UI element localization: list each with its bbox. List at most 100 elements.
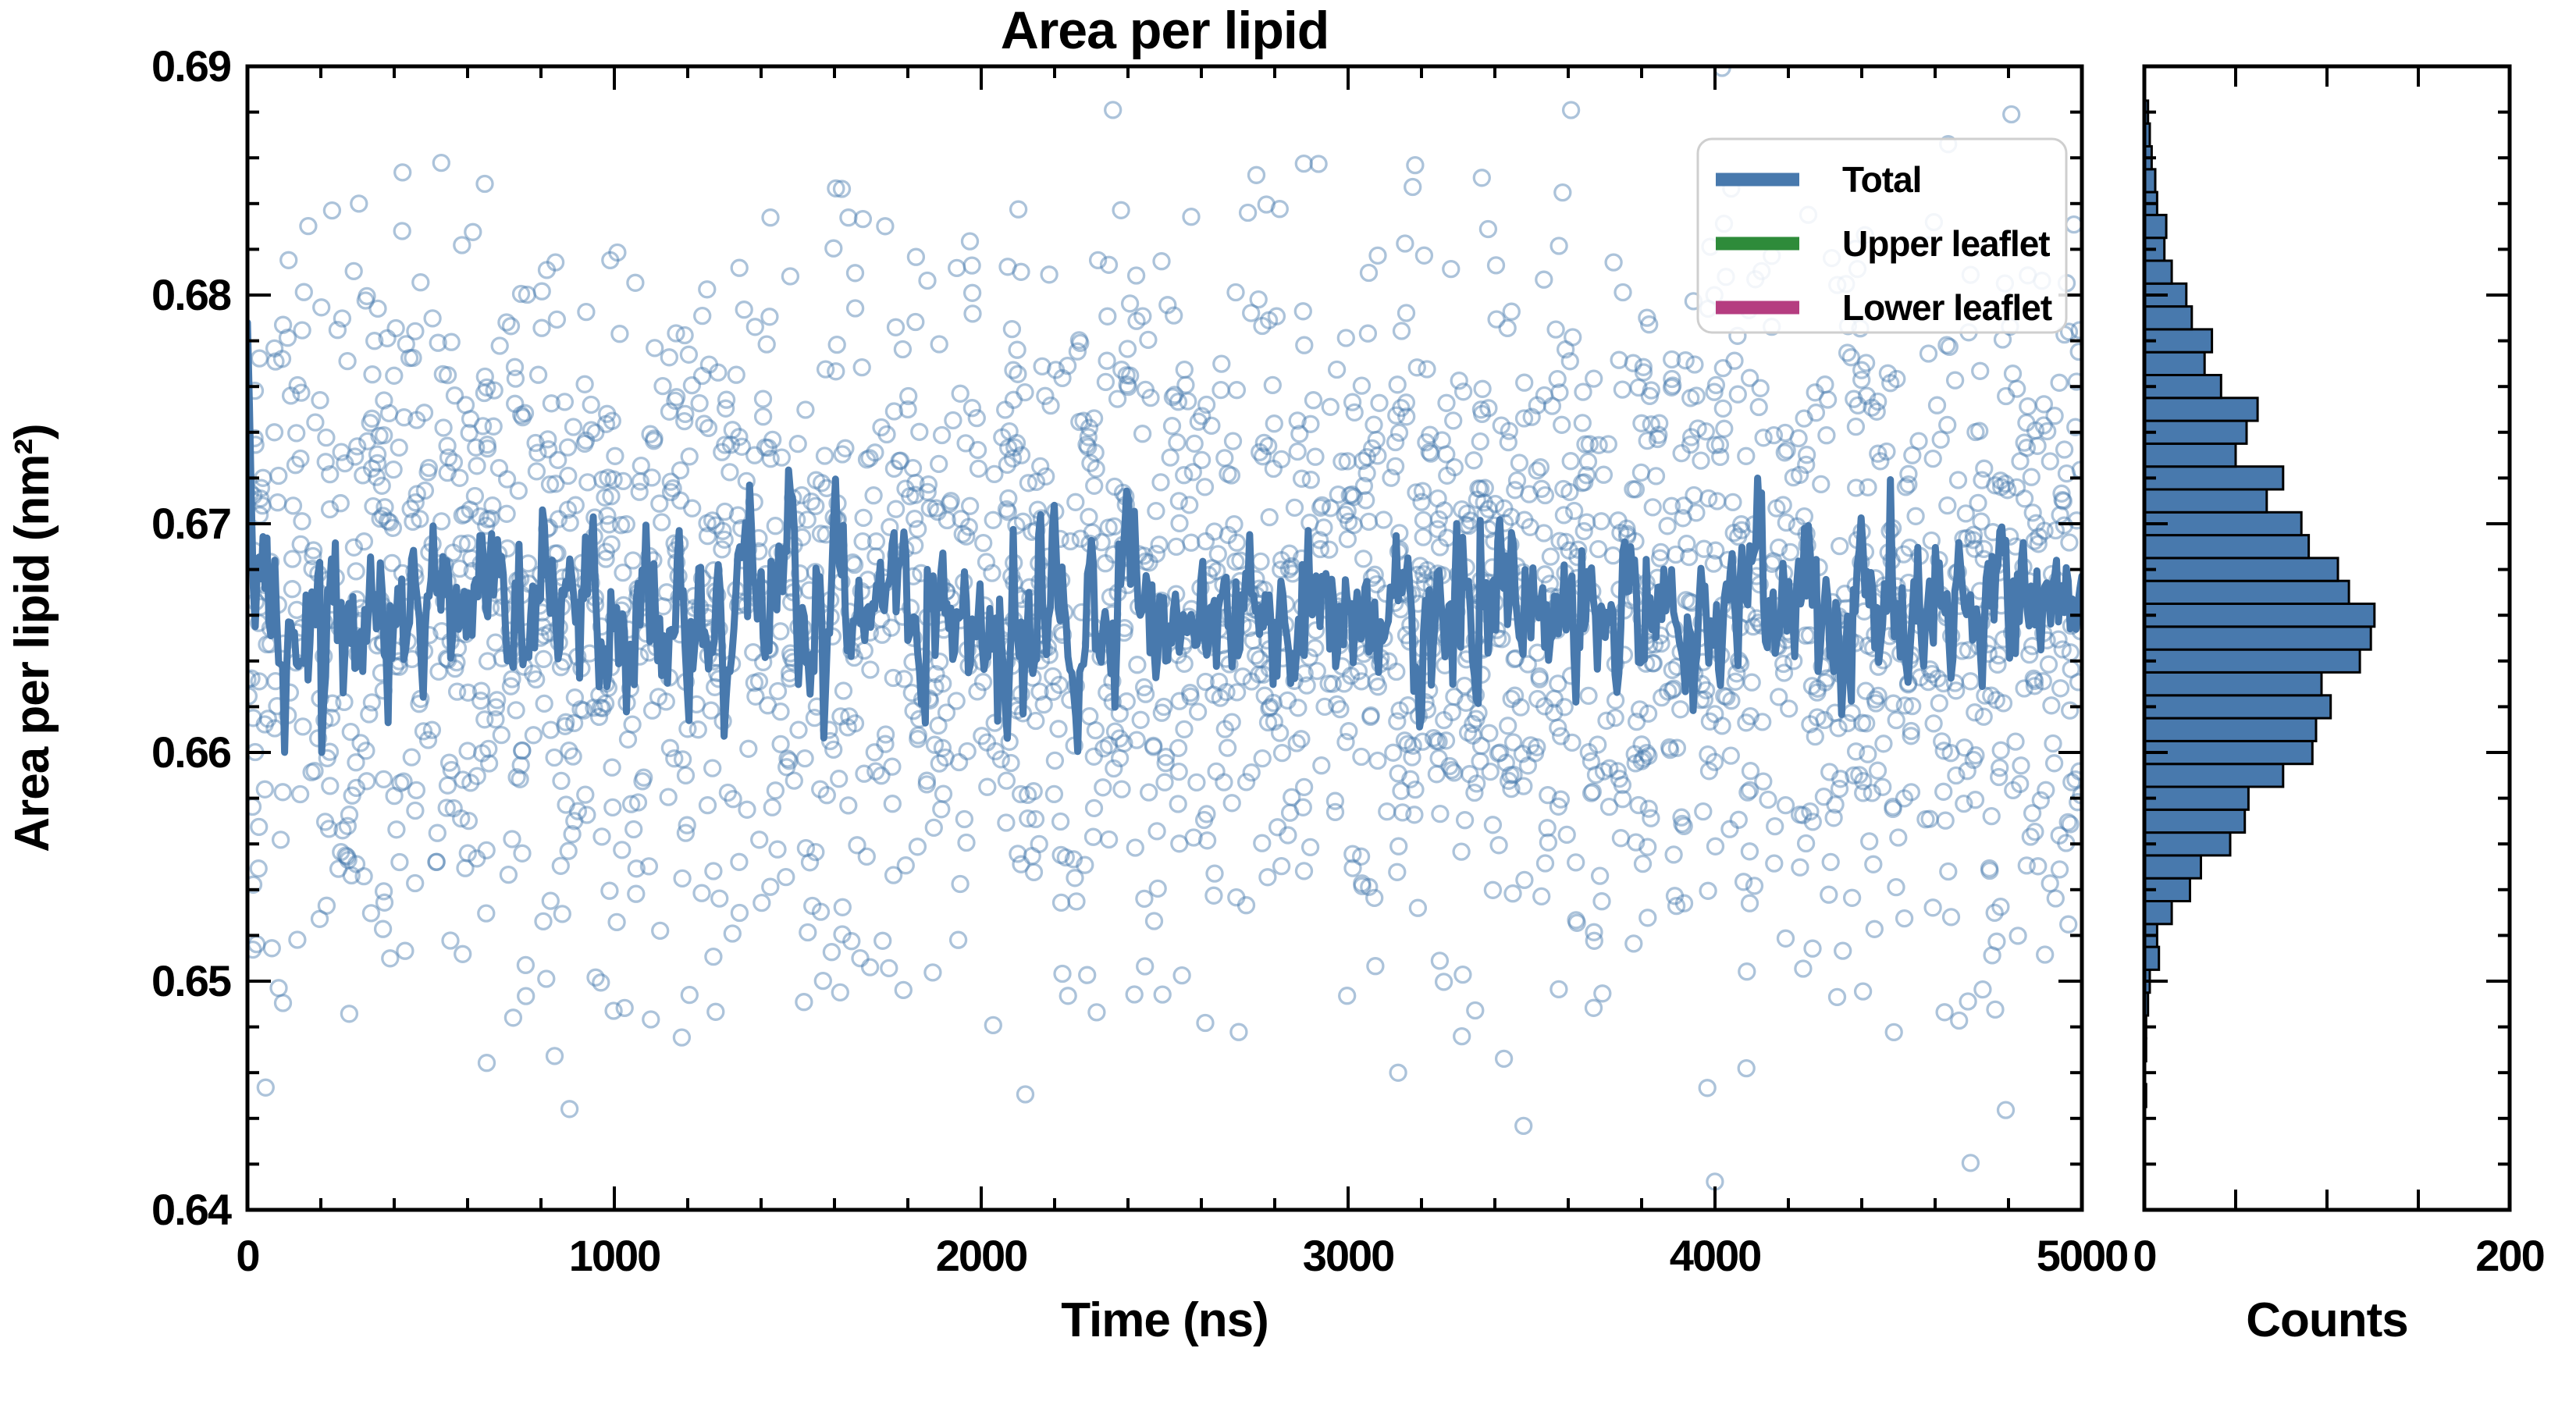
- scatter-point: [1638, 838, 1657, 856]
- scatter-point: [432, 512, 451, 531]
- scatter-point: [937, 703, 956, 722]
- scatter-point: [827, 362, 845, 381]
- scatter-point: [1468, 774, 1486, 793]
- scatter-point: [288, 930, 307, 949]
- scatter-point: [1724, 524, 1743, 542]
- scatter-point: [1259, 436, 1278, 456]
- scatter-point: [578, 806, 596, 824]
- scatter-point: [1941, 908, 1961, 927]
- scatter-point: [485, 381, 503, 400]
- scatter-point: [1896, 478, 1916, 496]
- scatter-point: [1044, 682, 1062, 701]
- scatter-point: [1034, 695, 1053, 714]
- scatter-point: [1966, 703, 1984, 722]
- scatter-point: [883, 795, 902, 813]
- scatter-point: [1165, 306, 1183, 325]
- scatter-point: [1766, 816, 1784, 836]
- scatter-point: [1550, 383, 1569, 402]
- scatter-point: [1796, 834, 1816, 853]
- scatter-point: [458, 844, 477, 863]
- scatter-point: [1506, 649, 1525, 668]
- scatter-point: [1250, 665, 1268, 684]
- scatter-point: [998, 455, 1017, 475]
- scatter-point: [1674, 816, 1693, 836]
- scatter-point: [434, 418, 453, 437]
- scatter-point: [1631, 463, 1651, 482]
- scatter-point: [1841, 348, 1860, 367]
- scatter-point: [1732, 515, 1751, 534]
- scatter-point: [1713, 717, 1731, 735]
- scatter-point: [1887, 710, 1905, 730]
- scatter-point: [286, 456, 305, 475]
- scatter-point: [1831, 770, 1850, 788]
- scatter-point: [1283, 788, 1301, 807]
- scatter-point: [1625, 745, 1644, 763]
- scatter-point: [601, 251, 620, 270]
- scatter-point: [1236, 896, 1256, 915]
- scatter-point: [1706, 375, 1726, 395]
- scatter-point: [596, 542, 616, 561]
- scatter-point: [1801, 715, 1820, 734]
- scatter-point: [517, 987, 535, 1005]
- scatter-point: [1745, 877, 1764, 895]
- scatter-point: [1740, 842, 1759, 861]
- scatter-point: [1253, 834, 1272, 852]
- scatter-point: [283, 550, 302, 568]
- scatter-point: [509, 482, 528, 500]
- scatter-point: [1945, 674, 1965, 692]
- scatter-point: [346, 447, 365, 466]
- scatter-point: [1884, 799, 1902, 819]
- scatter-point: [1389, 423, 1409, 443]
- scatter-point: [713, 540, 731, 559]
- scatter-point: [1204, 886, 1223, 905]
- scatter-point: [1776, 795, 1795, 815]
- scatter-point: [479, 754, 499, 773]
- scatter-point: [1289, 699, 1308, 717]
- scatter-point: [511, 756, 530, 774]
- scatter-point: [676, 766, 696, 785]
- scatter-point: [1551, 727, 1571, 745]
- scatter-point: [1147, 822, 1166, 841]
- scatter-point: [1585, 931, 1603, 950]
- scatter-point: [373, 919, 393, 938]
- scatter-point: [678, 816, 696, 834]
- scatter-point: [1592, 512, 1611, 531]
- scatter-point: [1293, 798, 1312, 816]
- scatter-point: [704, 862, 723, 880]
- scatter-point: [1405, 806, 1424, 824]
- scatter-point: [730, 258, 749, 277]
- scatter-point: [1728, 385, 1747, 404]
- scatter-point: [247, 669, 261, 688]
- scatter-point: [1440, 756, 1459, 776]
- scatter-point: [1506, 481, 1525, 500]
- scatter-point: [2028, 436, 2047, 455]
- scatter-point: [857, 450, 877, 469]
- scatter-point: [1530, 670, 1549, 688]
- scatter-point: [247, 709, 262, 727]
- scatter-point: [1499, 432, 1517, 452]
- scatter-point: [963, 304, 982, 323]
- scatter-point: [1012, 446, 1031, 464]
- scatter-point: [1339, 512, 1358, 532]
- scatter-point: [447, 653, 466, 672]
- scatter-point: [840, 707, 859, 726]
- scatter-point: [1674, 509, 1692, 528]
- scatter-point: [283, 496, 303, 515]
- x-axis-label: Time (ns): [1061, 1293, 1268, 1347]
- scatter-point: [273, 994, 293, 1012]
- scatter-point: [320, 500, 340, 519]
- scatter-point: [845, 264, 865, 283]
- scatter-point: [1688, 419, 1707, 438]
- scatter-point: [1554, 479, 1573, 499]
- scatter-point: [1664, 845, 1683, 864]
- scatter-point: [1958, 528, 1976, 547]
- scatter-point: [2035, 521, 2054, 540]
- y-tick-label: 0.66: [151, 727, 231, 777]
- scatter-point: [406, 873, 425, 893]
- scatter-point: [1806, 727, 1824, 746]
- scatter-point: [524, 664, 543, 683]
- scatter-point: [753, 389, 773, 408]
- scatter-point: [866, 547, 885, 566]
- scatter-point: [513, 742, 532, 760]
- scatter-point: [1789, 429, 1808, 448]
